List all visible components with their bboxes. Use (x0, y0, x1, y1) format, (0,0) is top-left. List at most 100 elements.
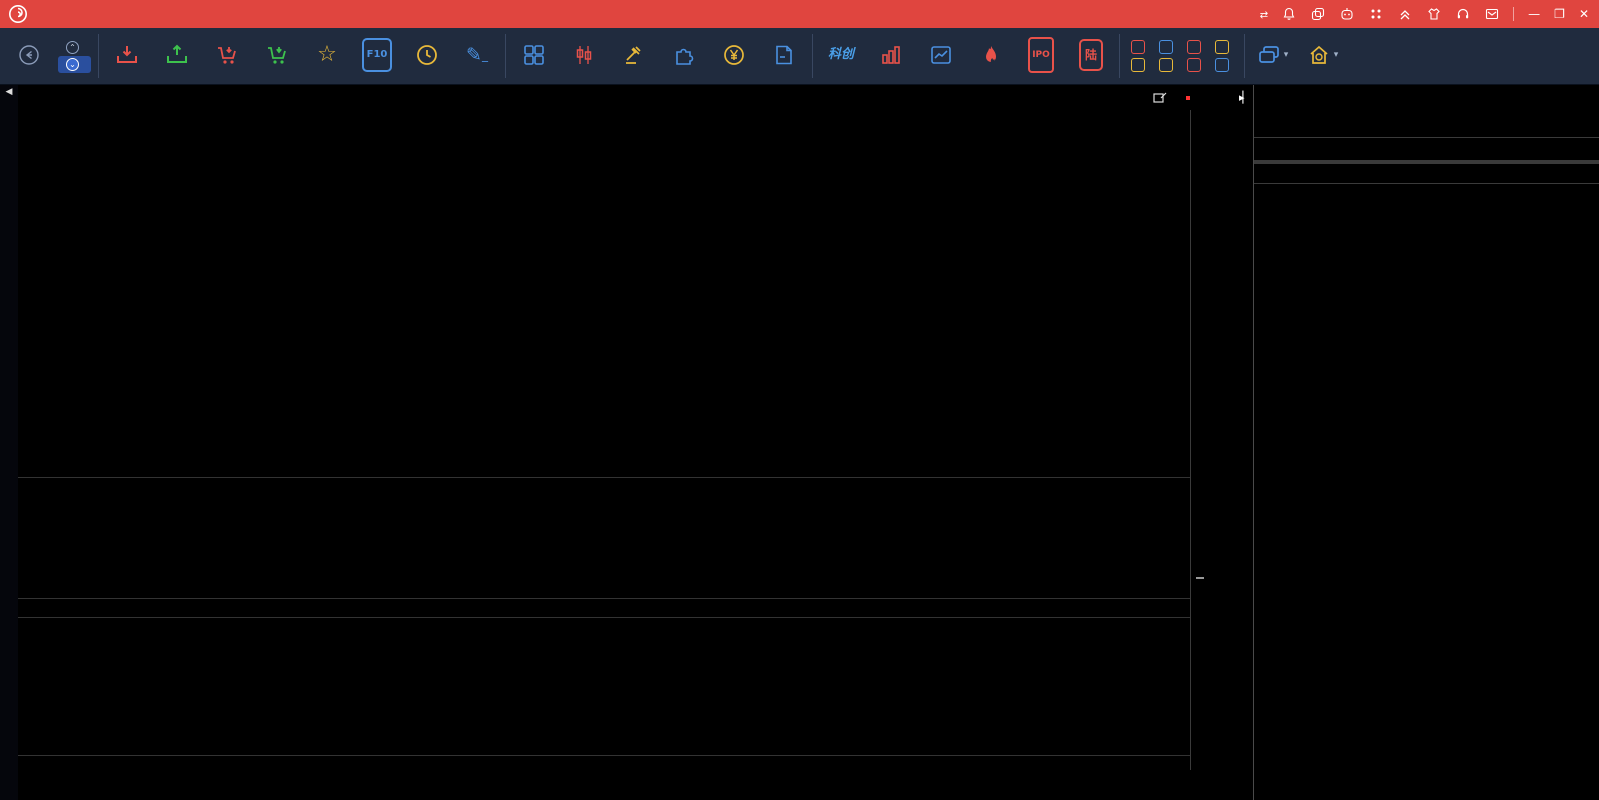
candles-icon (573, 42, 595, 68)
hotspot-button[interactable] (966, 29, 1016, 83)
close-button[interactable]: ✕ (1579, 7, 1589, 21)
period-button[interactable] (402, 29, 452, 83)
back-button[interactable] (4, 29, 54, 83)
f10-button[interactable]: F10 (352, 29, 402, 83)
x-axis (18, 755, 1190, 770)
market-item-0[interactable] (1131, 40, 1149, 54)
sell-icon (165, 42, 189, 68)
volume-chart[interactable] (18, 497, 1190, 598)
multi-window-button[interactable]: ▾ (1248, 29, 1298, 83)
grid-icon (523, 42, 545, 68)
window-controls: — ❐ ✕ (1513, 7, 1589, 21)
hk-stock-icon (1187, 58, 1201, 72)
gavel-icon (623, 42, 645, 68)
buy-icon (115, 42, 139, 68)
restore-button[interactable]: ❐ (1554, 7, 1565, 21)
line-chart-icon (930, 42, 952, 68)
price-axis-gutter (1190, 110, 1253, 770)
star-icon: ☆ (317, 42, 337, 68)
home-icon: ▾ (1308, 42, 1339, 68)
ipo-button[interactable]: IPO (1016, 29, 1066, 83)
market-item-3[interactable] (1215, 40, 1233, 54)
watchlist-button[interactable]: ☆ (302, 29, 352, 83)
kline-chart[interactable] (18, 127, 1190, 477)
skin-icon[interactable] (1426, 6, 1442, 22)
puzzle-icon (673, 42, 695, 68)
headset-icon[interactable] (1455, 6, 1471, 22)
windows-icon[interactable] (1310, 6, 1326, 22)
overview-button[interactable] (509, 29, 559, 83)
kechuang-logo-icon: 科创 (828, 42, 854, 68)
menubar-right: ⇄ — ❐ ✕ (1260, 6, 1599, 22)
index-icon (1131, 58, 1145, 72)
yen-coin-icon (723, 42, 745, 68)
auction-button[interactable] (609, 29, 659, 83)
lu-icon: 陆 (1079, 42, 1103, 68)
chevron-up-icon: ⌃ (66, 41, 79, 54)
chart-tools: ▸▏ (1153, 91, 1253, 104)
market-item-6[interactable] (1187, 58, 1205, 72)
flash-buy-cart-icon (215, 42, 239, 68)
sidebar-collapse-icon[interactable]: ◀ (6, 87, 13, 101)
stock-button[interactable] (559, 29, 609, 83)
page-up-button[interactable]: ⌃ (58, 39, 91, 56)
sector-button[interactable] (659, 29, 709, 83)
page-down-button[interactable]: ⌄ (58, 56, 91, 73)
bond-icon (1159, 58, 1173, 72)
sell-button[interactable] (152, 29, 202, 83)
toolbar: ⌃ ⌄ ☆ F10 ✎_ 科创 IPO 陆 (0, 28, 1599, 85)
pencil-icon: ✎_ (466, 42, 488, 68)
data-button[interactable] (916, 29, 966, 83)
flash-sell-button[interactable] (252, 29, 302, 83)
market-item-5[interactable] (1159, 58, 1177, 72)
futures-icon (1159, 40, 1173, 54)
flame-icon (980, 42, 1002, 68)
menubar: ⇄ — ❐ ✕ (0, 0, 1599, 28)
macd-header (18, 617, 1190, 635)
market-grid (1131, 40, 1233, 72)
chevron-down-icon: ⌄ (66, 58, 79, 71)
volume-unit-label (1196, 577, 1204, 579)
chart-column (18, 110, 1190, 770)
indicator-tab-bar (18, 770, 1253, 792)
draw-line-button[interactable]: ✎_ (452, 29, 502, 83)
options-icon (1215, 58, 1229, 72)
market-item-2[interactable] (1187, 40, 1205, 54)
flash-buy-button[interactable] (202, 29, 252, 83)
period-tab-row: ▸▏ (18, 85, 1253, 110)
macd-chart[interactable] (18, 635, 1190, 755)
collapse-up-icon[interactable] (1397, 6, 1413, 22)
trading-terminal: ⇄ — ❐ ✕ ⌃ ⌄ ☆ (0, 0, 1599, 800)
minimize-button[interactable]: — (1528, 7, 1540, 21)
funds-button[interactable] (709, 29, 759, 83)
panel-tabs (1254, 452, 1599, 476)
message-icon[interactable] (1484, 6, 1500, 22)
market-item-1[interactable] (1159, 40, 1177, 54)
research-button[interactable] (759, 29, 809, 83)
multi-window-icon: ▾ (1258, 42, 1289, 68)
back-icon (18, 42, 40, 68)
left-sidebar: ◀ (0, 85, 18, 800)
volume-header (18, 477, 1190, 497)
current-price-row (1254, 163, 1599, 184)
default-layout-button[interactable]: ▾ (1298, 29, 1348, 83)
buy-button[interactable] (102, 29, 152, 83)
report-doc-icon (773, 42, 795, 68)
dragon-tiger-button[interactable] (866, 29, 916, 83)
ipo-doc-icon: IPO (1028, 42, 1054, 68)
clock-icon (416, 42, 438, 68)
robot-assistant-icon[interactable] (1339, 6, 1355, 22)
notification-dot (1186, 96, 1190, 100)
draw-mode-icon[interactable] (1153, 92, 1167, 104)
quote-panel (1253, 85, 1599, 800)
expand-panel-icon[interactable]: ▸▏ (1239, 91, 1249, 104)
intraday-mini-chart[interactable] (1254, 184, 1599, 452)
apps-grid-icon[interactable] (1368, 6, 1384, 22)
weibi-row (1254, 137, 1599, 161)
bell-icon[interactable] (1281, 6, 1297, 22)
star-market-button[interactable]: 科创 (816, 29, 866, 83)
mode-switcher[interactable]: ⇄ (1260, 7, 1268, 21)
market-item-4[interactable] (1131, 58, 1149, 72)
hk-connect-button[interactable]: 陆 (1066, 29, 1116, 83)
market-item-7[interactable] (1215, 58, 1233, 72)
